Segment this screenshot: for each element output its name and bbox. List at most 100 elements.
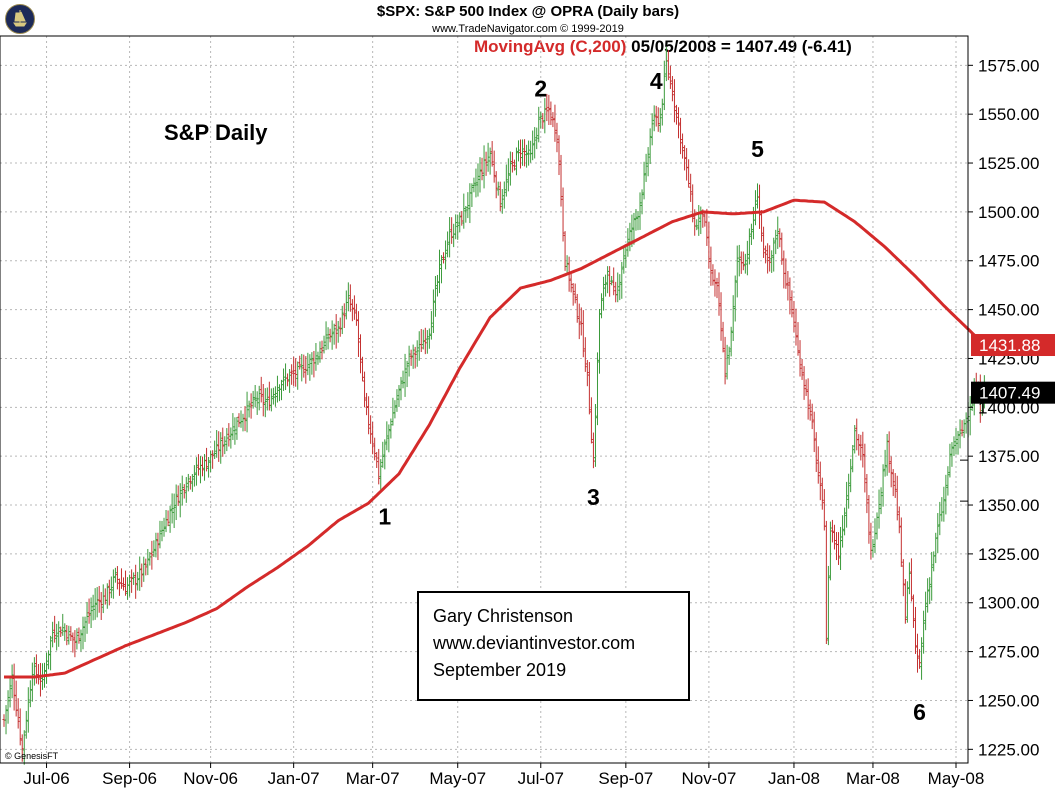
price-bar (405, 360, 409, 388)
price-bar (928, 577, 932, 605)
price-bar (668, 65, 672, 89)
price-bar (111, 569, 115, 599)
price-bar (492, 150, 496, 183)
price-bar (10, 664, 14, 699)
price-bar (521, 139, 525, 166)
price-bar (913, 606, 917, 654)
y-tick-label: 1300.00 (978, 594, 1039, 613)
price-bar (569, 273, 573, 293)
price-bar (38, 662, 42, 697)
price-bar (302, 354, 306, 378)
price-bar (598, 308, 602, 374)
price-bar (952, 436, 956, 457)
price-bar (464, 205, 468, 223)
price-bar (541, 113, 545, 129)
price-bar (563, 231, 567, 271)
price-bar (437, 249, 441, 294)
price-bar (861, 431, 865, 468)
price-bar (938, 501, 942, 536)
price-bar (824, 520, 828, 645)
price-bar (184, 477, 188, 503)
price-bar (383, 439, 387, 470)
price-bar (375, 451, 379, 469)
price-bar (138, 556, 142, 591)
price-bar (670, 76, 674, 102)
price-bar (843, 507, 847, 536)
price-bar (936, 513, 940, 554)
price-bar (399, 376, 403, 401)
price-bar (440, 255, 444, 284)
y-tick-label: 1475.00 (978, 252, 1039, 271)
price-bar (685, 148, 689, 181)
price-bar (583, 337, 587, 372)
x-tick-label: May-08 (928, 769, 985, 788)
price-bar (34, 654, 38, 684)
price-bar (662, 60, 666, 111)
credit-date: September 2019 (433, 660, 567, 680)
price-bar (737, 244, 741, 277)
price-bar (203, 454, 207, 481)
price-bar (18, 708, 22, 746)
moving-average-last-tag-bg (971, 334, 1055, 357)
y-tick-label: 1325.00 (978, 545, 1039, 564)
price-bar (780, 232, 784, 265)
price-bar (496, 181, 500, 196)
price-bar (322, 335, 326, 354)
price-bar (642, 161, 646, 200)
price-bar (681, 133, 685, 159)
price-bar (243, 406, 247, 432)
price-bar (565, 255, 569, 273)
price-bar (259, 376, 263, 403)
price-bar (85, 601, 89, 634)
price-bar (561, 187, 565, 242)
price-bar (707, 222, 711, 269)
price-bar (822, 489, 826, 531)
price-bar (551, 112, 555, 128)
price-bar (320, 340, 324, 360)
y-tick-label: 1275.00 (978, 643, 1039, 662)
price-bar (77, 627, 81, 644)
moving-average-readout: MovingAvg (C,200) 05/05/2008 = 1407.49 (… (474, 37, 852, 57)
price-bar (144, 558, 148, 576)
price-bar (527, 140, 531, 166)
price-bar (316, 351, 320, 365)
price-bar (758, 184, 762, 229)
price-bar (543, 98, 547, 134)
price-bar (585, 360, 589, 387)
price-bar (196, 454, 200, 476)
x-tick-label: May-07 (429, 769, 486, 788)
price-bar (820, 477, 824, 510)
price-bar (45, 652, 49, 684)
price-bar (581, 310, 585, 358)
price-bar (602, 276, 606, 311)
price-bar (867, 495, 871, 544)
price-bar (559, 154, 563, 207)
price-bar (962, 419, 966, 438)
price-bar (863, 443, 867, 493)
price-bar (875, 512, 879, 540)
y-tick-label: 1575.00 (978, 56, 1039, 75)
price-bar (290, 364, 294, 385)
price-bar (595, 352, 599, 426)
price-bar (614, 281, 618, 303)
price-bar (731, 295, 735, 342)
price-bar (897, 506, 901, 534)
moving-average-value: 05/05/2008 = 1407.49 (-6.41) (631, 37, 852, 56)
price-bar (816, 446, 820, 484)
price-bar (683, 145, 687, 171)
price-bar (506, 158, 510, 192)
price-bar (174, 484, 178, 521)
price-bar (211, 450, 215, 469)
price-bar (172, 493, 176, 529)
price-bar (591, 432, 595, 469)
price-bar (502, 181, 506, 209)
price-bar (920, 637, 924, 680)
price-bar (6, 690, 10, 724)
price-bar (798, 340, 802, 377)
price-bar (255, 391, 259, 415)
price-bar (488, 147, 492, 175)
price-bar (415, 340, 419, 367)
price-bar (531, 130, 535, 161)
wave-label-3: 3 (587, 484, 600, 510)
price-bar (839, 526, 843, 570)
